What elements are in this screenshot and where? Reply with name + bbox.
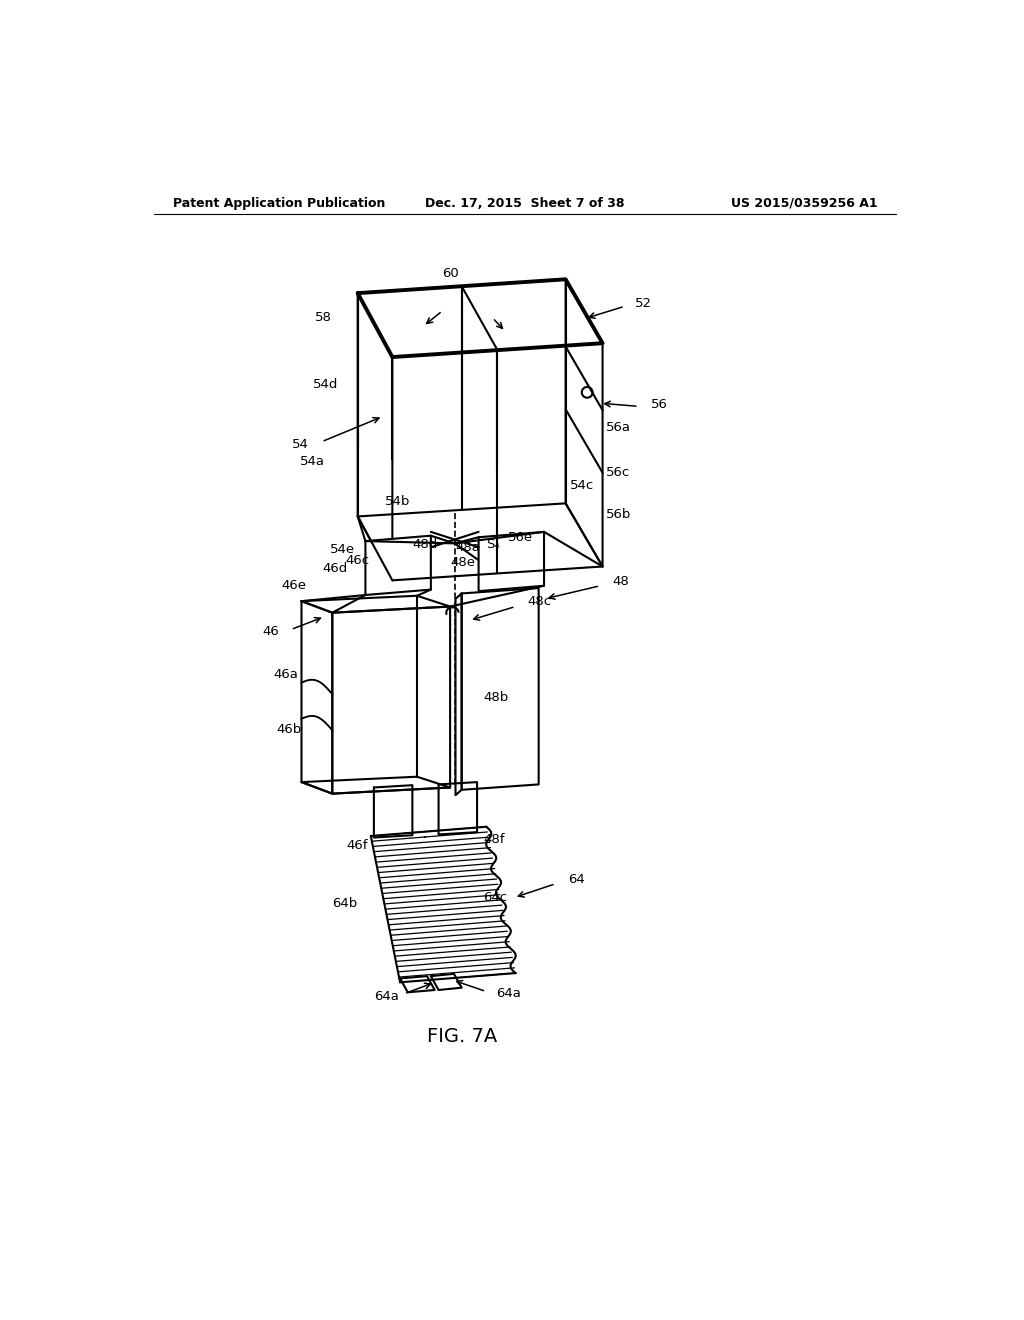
Text: 46: 46 (262, 626, 280, 639)
Text: 54e: 54e (331, 543, 355, 556)
Polygon shape (366, 536, 431, 595)
Text: 64a: 64a (374, 990, 398, 1003)
Text: 46e: 46e (282, 579, 306, 593)
Text: 64: 64 (568, 874, 585, 887)
Text: 54b: 54b (385, 495, 410, 508)
Text: 46c: 46c (345, 554, 370, 566)
Polygon shape (438, 781, 477, 834)
Polygon shape (374, 785, 413, 838)
Text: 64b: 64b (333, 898, 357, 911)
Text: 58: 58 (315, 312, 333, 325)
Polygon shape (357, 293, 392, 581)
Text: 54c: 54c (569, 479, 594, 492)
Polygon shape (565, 280, 602, 566)
Text: 46d: 46d (323, 562, 348, 576)
Text: 56a: 56a (606, 421, 632, 434)
Text: Patent Application Publication: Patent Application Publication (173, 197, 385, 210)
Polygon shape (400, 977, 435, 993)
Text: 60: 60 (441, 268, 459, 280)
Text: 48a: 48a (456, 541, 480, 554)
Text: 52: 52 (635, 297, 652, 310)
Text: 48f: 48f (483, 833, 505, 846)
Polygon shape (565, 280, 602, 566)
Polygon shape (462, 589, 539, 789)
Text: 46f: 46f (346, 838, 368, 851)
Text: S₄: S₄ (486, 539, 500, 552)
Text: 48: 48 (612, 576, 630, 589)
Polygon shape (301, 595, 451, 612)
Text: FIG. 7A: FIG. 7A (427, 1027, 497, 1045)
Text: 54d: 54d (313, 378, 339, 391)
Text: 48b: 48b (483, 690, 509, 704)
Text: 54: 54 (292, 438, 309, 451)
Polygon shape (456, 594, 462, 795)
Polygon shape (357, 280, 602, 358)
Polygon shape (478, 532, 544, 591)
Text: 54a: 54a (300, 454, 325, 467)
Text: 48d: 48d (412, 539, 437, 552)
Polygon shape (431, 974, 462, 990)
Text: 56c: 56c (606, 466, 631, 479)
Text: 48e: 48e (451, 556, 476, 569)
Polygon shape (371, 826, 515, 982)
Text: US 2015/0359256 A1: US 2015/0359256 A1 (731, 197, 878, 210)
Polygon shape (301, 601, 333, 793)
Text: 48c: 48c (527, 595, 551, 609)
Text: 64c: 64c (483, 891, 507, 904)
Text: Dec. 17, 2015  Sheet 7 of 38: Dec. 17, 2015 Sheet 7 of 38 (425, 197, 625, 210)
Text: 64a: 64a (497, 987, 521, 1001)
Polygon shape (357, 293, 392, 581)
Polygon shape (371, 826, 486, 982)
Text: 56e: 56e (508, 531, 532, 544)
Text: 46b: 46b (276, 723, 301, 737)
Polygon shape (333, 607, 451, 793)
Text: 46a: 46a (273, 668, 298, 681)
Text: 56: 56 (651, 399, 668, 412)
Text: 56b: 56b (606, 508, 632, 520)
